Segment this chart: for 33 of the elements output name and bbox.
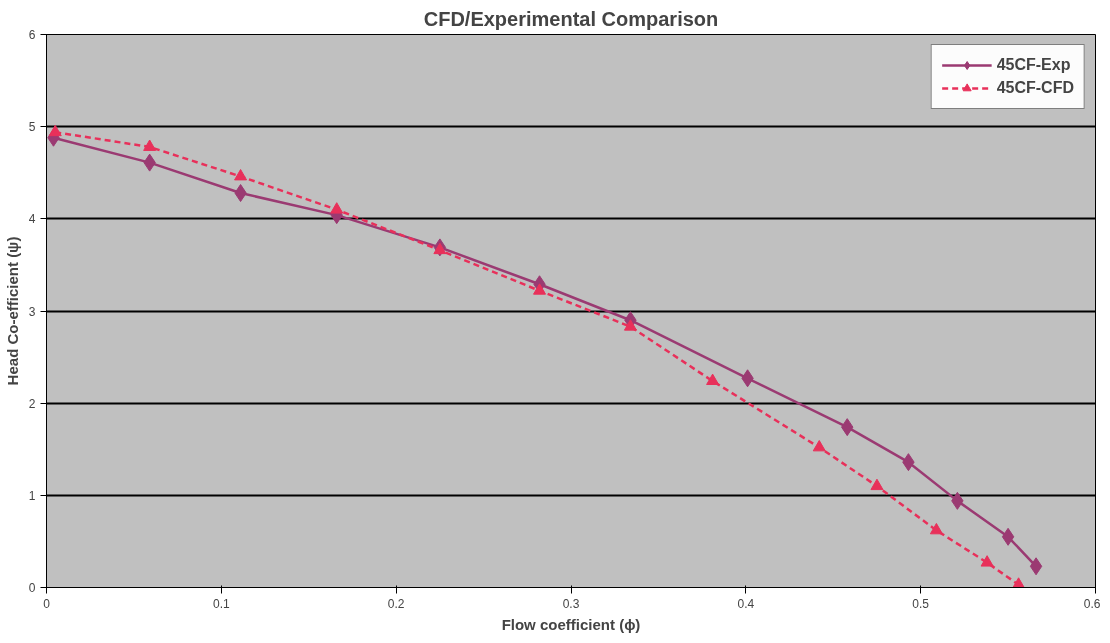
x-tick-label: 0.1 (212, 596, 230, 611)
x-tick-label: 0.5 (912, 596, 930, 611)
point (980, 555, 994, 567)
point (706, 373, 720, 386)
legend-label: 45CF-Exp (996, 56, 1071, 74)
point (48, 124, 62, 137)
x-tick-label: 0.6 (1083, 596, 1101, 611)
point (533, 283, 547, 295)
point (812, 439, 826, 452)
y-tick-label: 5 (28, 120, 36, 135)
point (870, 478, 884, 491)
point (623, 319, 637, 331)
y-tick-label: 3 (28, 304, 36, 319)
chart-title: CFD/Experimental Comparison (423, 7, 719, 30)
point (433, 242, 447, 255)
x-tick-label: 0.3 (562, 596, 580, 611)
point (1029, 557, 1043, 576)
x-tick-label: 0.4 (737, 596, 755, 611)
x-axis-title: Flow coefficient (ϕ) (501, 615, 641, 633)
legend-label: 45CF-CFD (996, 79, 1074, 97)
y-tick-label: 1 (28, 488, 36, 503)
point (330, 202, 344, 214)
y-tick-label: 4 (28, 212, 36, 227)
point (929, 522, 943, 535)
point (234, 169, 248, 181)
point (143, 139, 157, 151)
y-tick-label: 0 (28, 581, 36, 595)
x-tick-label: 0 (43, 596, 51, 611)
x-tick-label: 0.2 (387, 596, 405, 611)
point (1001, 527, 1015, 546)
y-tick-label: 2 (28, 396, 36, 411)
y-axis-title: Head Co-efficient (ψ) (3, 236, 21, 386)
y-tick-label: 6 (28, 28, 36, 42)
